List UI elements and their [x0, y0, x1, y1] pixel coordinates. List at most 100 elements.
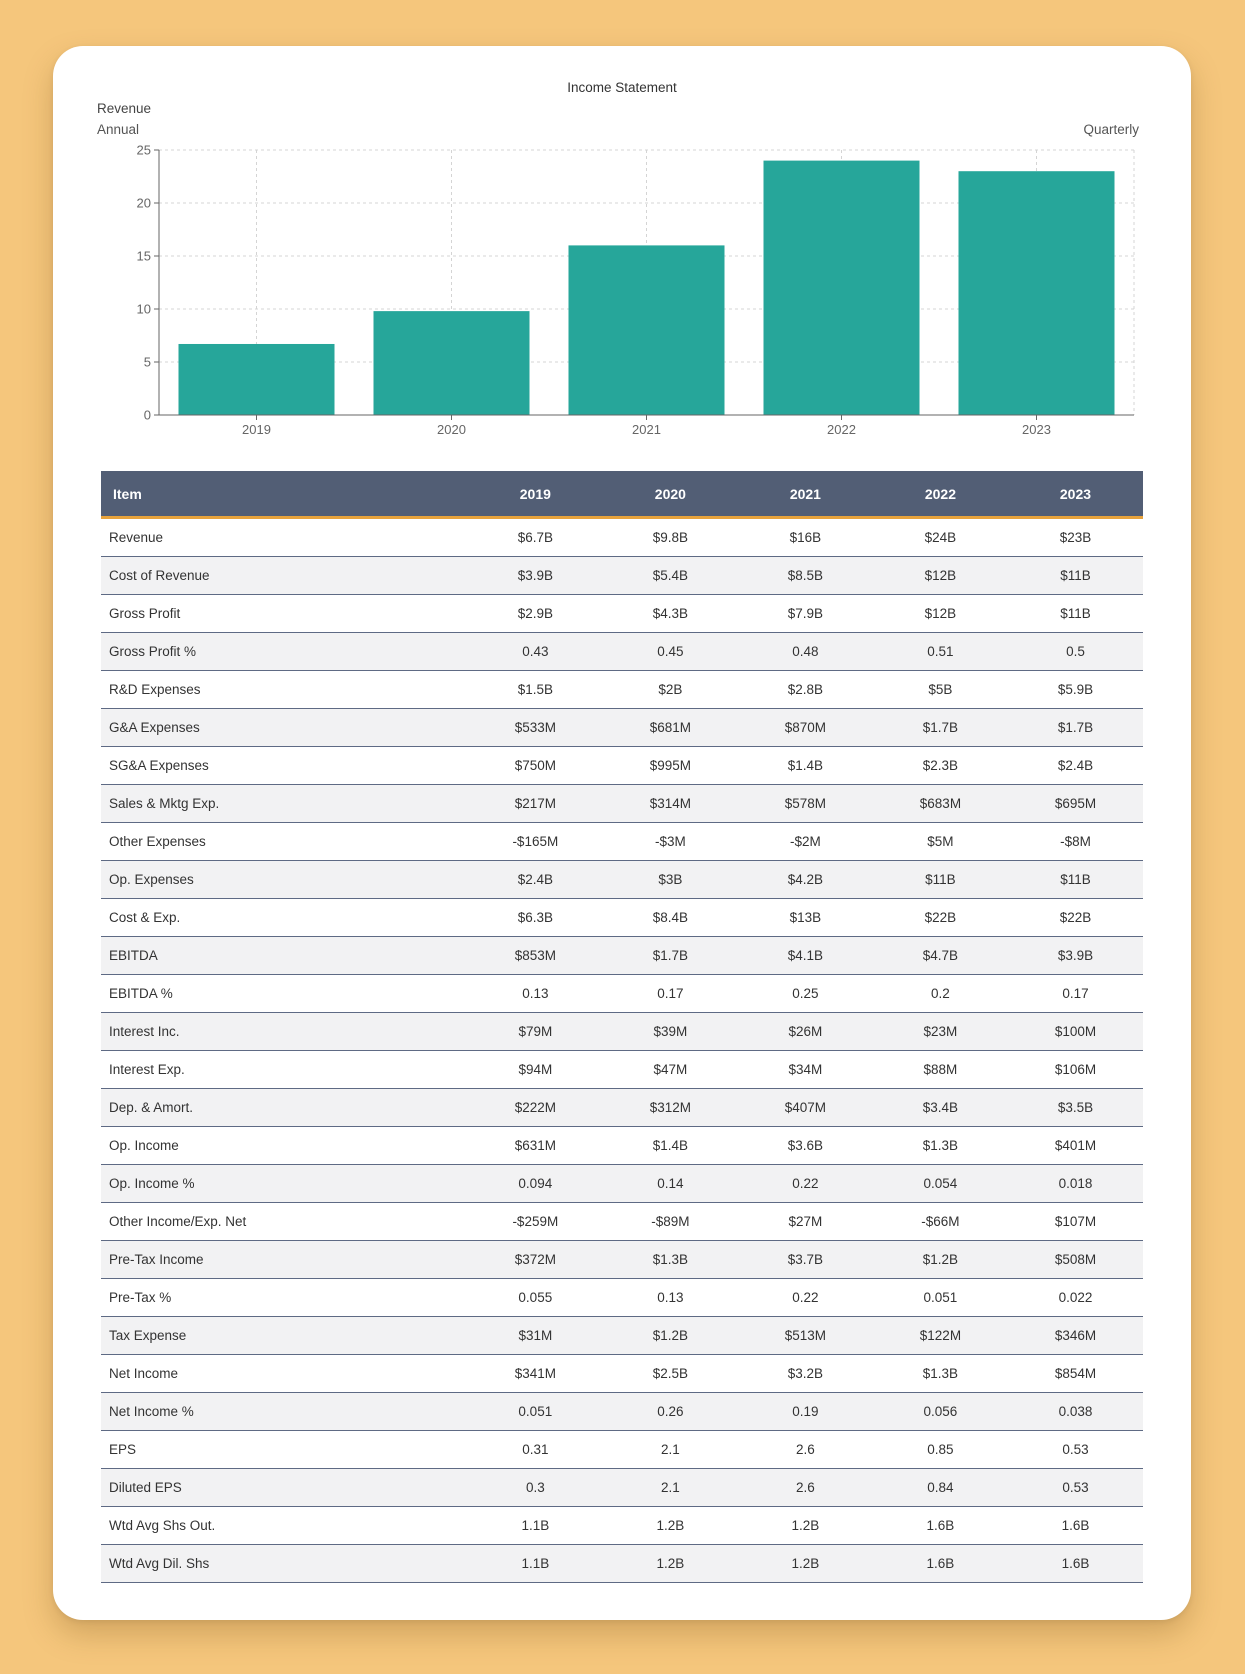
row-value: 2.6: [737, 1430, 873, 1469]
row-value: $854M: [1007, 1354, 1143, 1393]
row-value: $578M: [737, 784, 873, 823]
row-value: 0.17: [1007, 974, 1143, 1013]
row-value: $1.3B: [602, 1240, 738, 1279]
row-label: Gross Profit: [101, 594, 468, 633]
income-statement-table-wrap: Item 2019 2020 2021 2022 2023 Revenue $6.7B $9.…: [101, 471, 1143, 1583]
table-row: Dep. & Amort. $222M $312M $407M $3.4B $3.5B: [101, 1088, 1143, 1127]
row-value: $1.7B: [1007, 708, 1143, 747]
table-row: Gross Profit $2.9B $4.3B $7.9B $12B $11B: [101, 594, 1143, 633]
row-value: $3.9B: [467, 556, 603, 595]
row-value: 1.1B: [467, 1544, 603, 1583]
row-value: 0.85: [872, 1430, 1008, 1469]
row-value: $1.7B: [602, 936, 738, 975]
column-header-year: 2019: [467, 471, 603, 519]
row-value: $22B: [1007, 898, 1143, 937]
row-value: $853M: [467, 936, 603, 975]
row-label: Interest Inc.: [101, 1012, 468, 1051]
row-value: $3.4B: [872, 1088, 1008, 1127]
row-value: $3.7B: [737, 1240, 873, 1279]
y-tick-label: 10: [137, 302, 151, 317]
table-row: EBITDA % 0.13 0.17 0.25 0.2 0.17: [101, 974, 1143, 1013]
row-value: $27M: [737, 1202, 873, 1241]
income-statement-table: Item 2019 2020 2021 2022 2023 Revenue $6.7B $9.…: [101, 471, 1143, 1583]
column-header-year: 2023: [1007, 471, 1143, 519]
row-value: $5M: [872, 822, 1008, 861]
row-value: 0.055: [467, 1278, 603, 1317]
row-value: 0.26: [602, 1392, 738, 1431]
row-label: Diluted EPS: [101, 1468, 468, 1507]
row-value: -$89M: [602, 1202, 738, 1241]
row-value: 0.038: [1007, 1392, 1143, 1431]
row-value: $2.8B: [737, 670, 873, 709]
row-value: 0.054: [872, 1164, 1008, 1203]
row-label: Cost & Exp.: [101, 898, 468, 937]
row-value: -$165M: [467, 822, 603, 861]
row-value: $11B: [1007, 594, 1143, 633]
row-value: $11B: [872, 860, 1008, 899]
row-value: 1.1B: [467, 1506, 603, 1545]
row-label: Wtd Avg Shs Out.: [101, 1506, 468, 1545]
row-value: 0.2: [872, 974, 1008, 1013]
row-value: $94M: [467, 1050, 603, 1089]
x-tick-label: 2022: [827, 422, 856, 437]
row-label: Net Income: [101, 1354, 468, 1393]
row-value: $107M: [1007, 1202, 1143, 1241]
row-value: $88M: [872, 1050, 1008, 1089]
table-row: Interest Exp. $94M $47M $34M $88M $106M: [101, 1050, 1143, 1089]
table-row: R&D Expenses $1.5B $2B $2.8B $5B $5.9B: [101, 670, 1143, 709]
row-value: 2.1: [602, 1430, 738, 1469]
row-value: $1.4B: [602, 1126, 738, 1165]
table-row: Op. Income $631M $1.4B $3.6B $1.3B $401M: [101, 1126, 1143, 1165]
row-value: $12B: [872, 594, 1008, 633]
row-label: Sales & Mktg Exp.: [101, 784, 468, 823]
row-value: $401M: [1007, 1126, 1143, 1165]
row-value: 1.6B: [1007, 1506, 1143, 1545]
row-label: Op. Income: [101, 1126, 468, 1165]
row-value: $2.4B: [1007, 746, 1143, 785]
row-value: $2.5B: [602, 1354, 738, 1393]
row-value: $631M: [467, 1126, 603, 1165]
row-value: 1.6B: [872, 1506, 1008, 1545]
table-row: EPS 0.31 2.1 2.6 0.85 0.53: [101, 1430, 1143, 1469]
row-value: 0.022: [1007, 1278, 1143, 1317]
row-value: 1.6B: [1007, 1544, 1143, 1583]
table-row: Wtd Avg Shs Out. 1.1B 1.2B 1.2B 1.6B 1.6B: [101, 1506, 1143, 1545]
row-value: $995M: [602, 746, 738, 785]
row-value: $5.4B: [602, 556, 738, 595]
row-value: $9.8B: [602, 517, 738, 557]
row-value: 0.094: [467, 1164, 603, 1203]
row-label: Pre-Tax Income: [101, 1240, 468, 1279]
row-value: 0.51: [872, 632, 1008, 671]
row-value: $1.7B: [872, 708, 1008, 747]
row-value: $1.2B: [602, 1316, 738, 1355]
row-value: 0.051: [467, 1392, 603, 1431]
row-label: SG&A Expenses: [101, 746, 468, 785]
row-value: $1.3B: [872, 1354, 1008, 1393]
row-label: EBITDA %: [101, 974, 468, 1013]
row-label: Op. Expenses: [101, 860, 468, 899]
y-tick-label: 20: [137, 196, 151, 211]
row-value: $34M: [737, 1050, 873, 1089]
row-label: Dep. & Amort.: [101, 1088, 468, 1127]
period-quarterly-toggle[interactable]: Quarterly: [1083, 122, 1139, 137]
table-row: Revenue $6.7B $9.8B $16B $24B $23B: [101, 517, 1143, 557]
row-value: 0.3: [467, 1468, 603, 1507]
row-value: $7.9B: [737, 594, 873, 633]
table-header-row: Item 2019 2020 2021 2022 2023: [101, 471, 1143, 519]
row-value: 0.051: [872, 1278, 1008, 1317]
period-annual-toggle[interactable]: Annual: [97, 122, 140, 137]
row-label: EPS: [101, 1430, 468, 1469]
row-value: $683M: [872, 784, 1008, 823]
row-value: 2.6: [737, 1468, 873, 1507]
row-value: $4.1B: [737, 936, 873, 975]
row-value: $346M: [1007, 1316, 1143, 1355]
row-value: $2.4B: [467, 860, 603, 899]
x-tick-label: 2021: [632, 422, 661, 437]
row-value: $4.2B: [737, 860, 873, 899]
row-label: Interest Exp.: [101, 1050, 468, 1089]
row-value: 0.53: [1007, 1468, 1143, 1507]
row-value: $2.3B: [872, 746, 1008, 785]
table-row: Pre-Tax % 0.055 0.13 0.22 0.051 0.022: [101, 1278, 1143, 1317]
row-value: $12B: [872, 556, 1008, 595]
row-value: 1.2B: [737, 1506, 873, 1545]
